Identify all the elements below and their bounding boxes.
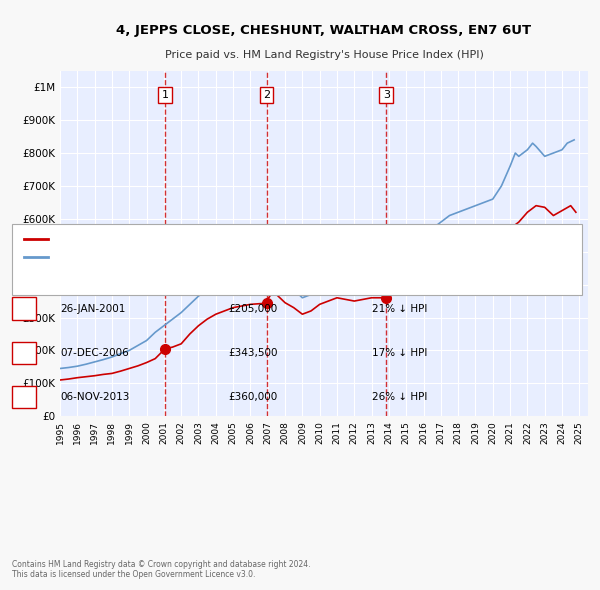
Text: 17% ↓ HPI: 17% ↓ HPI bbox=[372, 348, 427, 358]
Text: 4, JEPPS CLOSE, CHESHUNT, WALTHAM CROSS, EN7 6UT (detached house): 4, JEPPS CLOSE, CHESHUNT, WALTHAM CROSS,… bbox=[54, 234, 388, 244]
Text: 3: 3 bbox=[20, 392, 28, 402]
Text: £360,000: £360,000 bbox=[228, 392, 277, 402]
Text: 1: 1 bbox=[161, 90, 169, 100]
Text: 06-NOV-2013: 06-NOV-2013 bbox=[60, 392, 130, 402]
Text: 26-JAN-2001: 26-JAN-2001 bbox=[60, 304, 125, 313]
Text: 3: 3 bbox=[383, 90, 390, 100]
Text: 21% ↓ HPI: 21% ↓ HPI bbox=[372, 304, 427, 313]
Text: 2: 2 bbox=[263, 90, 270, 100]
Text: £343,500: £343,500 bbox=[228, 348, 277, 358]
Text: 2: 2 bbox=[20, 348, 28, 358]
Text: Contains HM Land Registry data © Crown copyright and database right 2024.
This d: Contains HM Land Registry data © Crown c… bbox=[12, 560, 311, 579]
Text: HPI: Average price, detached house, Broxbourne: HPI: Average price, detached house, Brox… bbox=[54, 252, 274, 261]
Text: 07-DEC-2006: 07-DEC-2006 bbox=[60, 348, 129, 358]
Text: 1: 1 bbox=[20, 304, 28, 313]
Text: Price paid vs. HM Land Registry's House Price Index (HPI): Price paid vs. HM Land Registry's House … bbox=[164, 50, 484, 60]
Text: 4, JEPPS CLOSE, CHESHUNT, WALTHAM CROSS, EN7 6UT: 4, JEPPS CLOSE, CHESHUNT, WALTHAM CROSS,… bbox=[116, 24, 532, 37]
Text: 26% ↓ HPI: 26% ↓ HPI bbox=[372, 392, 427, 402]
Text: £205,000: £205,000 bbox=[228, 304, 277, 313]
